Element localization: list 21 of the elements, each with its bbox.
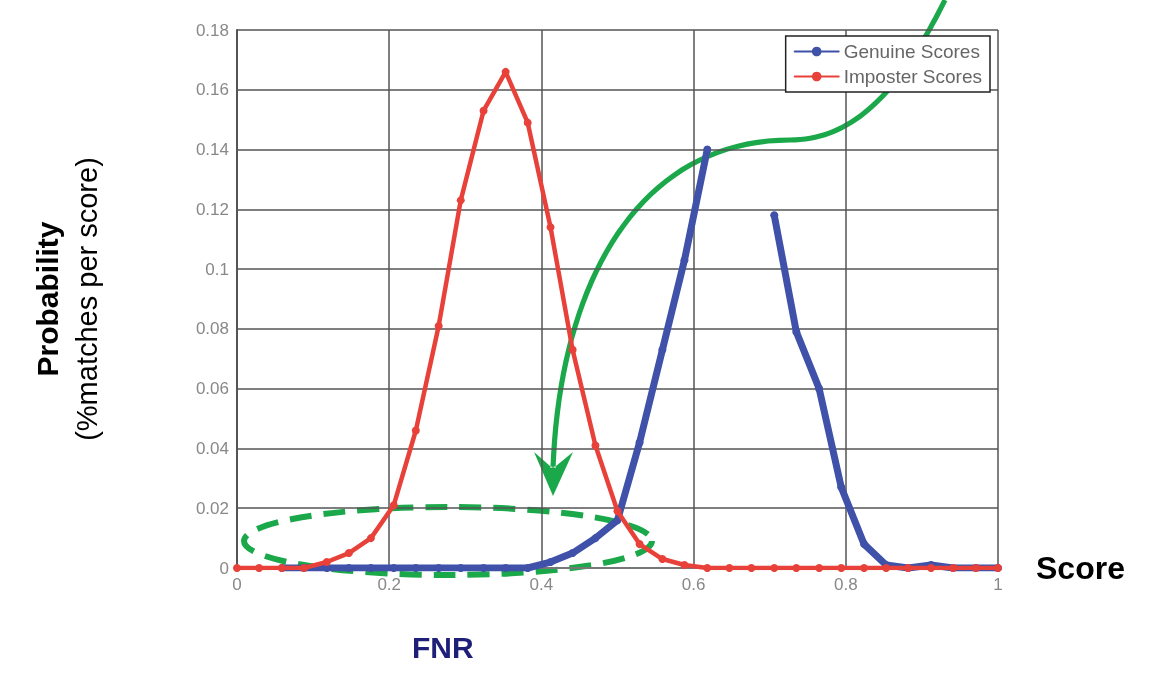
y-tick-label: 0.04	[195, 438, 229, 458]
x-axis-title: Score	[1036, 550, 1125, 586]
text: FNR	[412, 630, 474, 664]
y-tick-label: 0.16	[195, 80, 229, 100]
y-tick-label: 0.02	[195, 498, 229, 518]
y-tick-label: 0.1	[205, 259, 229, 279]
y-tick-label: 0.12	[195, 199, 229, 219]
x-tick-label: 0.2	[377, 575, 402, 594]
y-tick-label: 0.06	[195, 379, 229, 399]
x-tick-label: 0	[232, 575, 242, 594]
y-tick-label: 0.14	[195, 140, 229, 160]
x-tick-label: 0.4	[529, 575, 554, 594]
y-tick-label: 0.18	[195, 20, 229, 40]
x-tick-label: 0.6	[681, 575, 706, 594]
y-tick-label: 0	[219, 558, 229, 578]
y-tick-label: 0.08	[195, 319, 229, 339]
x-tick-label: 1	[993, 575, 1003, 594]
legend-label: Genuine Scores	[843, 41, 980, 62]
legend-label: Imposter Scores	[843, 66, 982, 87]
y-axis-title: Probability (%matches per score)	[30, 157, 103, 441]
x-tick-label: 0.8	[833, 575, 858, 594]
